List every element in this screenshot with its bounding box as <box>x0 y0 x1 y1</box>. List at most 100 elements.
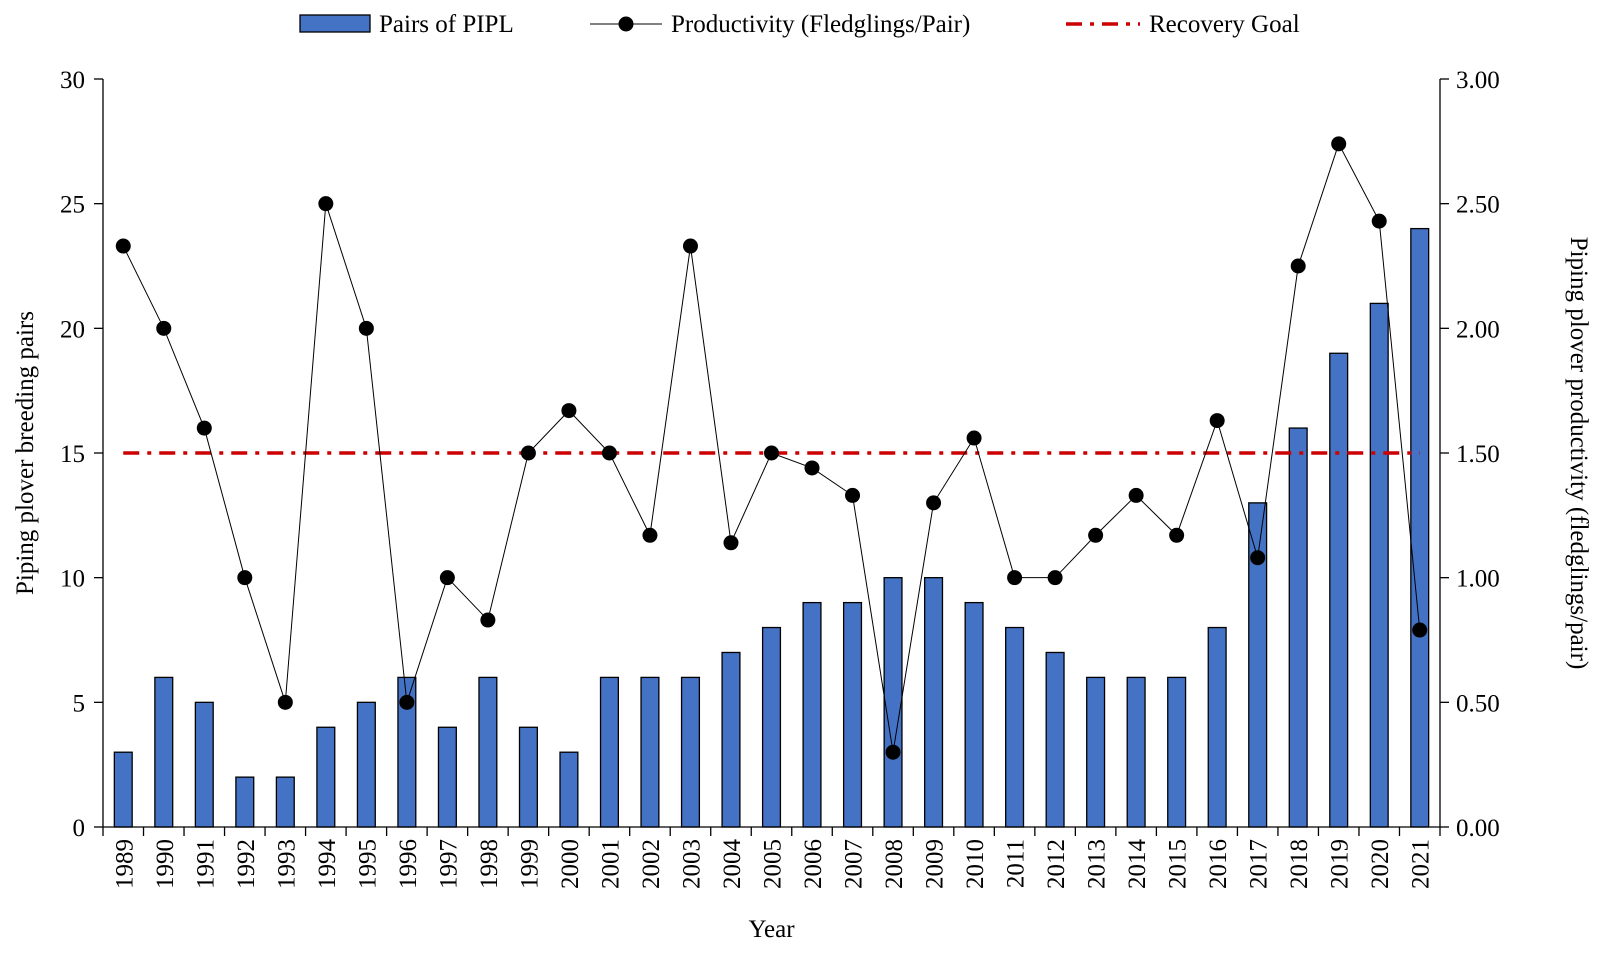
bar-2015 <box>1167 676 1187 828</box>
x-tick-label-1993: 1993 <box>273 839 300 889</box>
x-tick-label-2008: 2008 <box>881 839 908 889</box>
productivity-point-1992 <box>237 570 253 586</box>
x-tick-label-1990: 1990 <box>152 839 179 889</box>
x-tick-label-1991: 1991 <box>192 839 219 889</box>
legend-swatch-pairs <box>299 14 371 33</box>
right-tick-label-2.50: 2.50 <box>1456 192 1500 219</box>
productivity-point-2012 <box>1047 570 1063 586</box>
x-axis-title: Year <box>748 916 795 943</box>
productivity-point-2019 <box>1331 136 1347 152</box>
right-tick-label-1.00: 1.00 <box>1456 566 1500 593</box>
productivity-point-1999 <box>520 445 536 461</box>
bar-2008 <box>883 577 903 828</box>
bar-2016 <box>1207 626 1227 828</box>
productivity-point-1991 <box>196 420 212 436</box>
x-tick-label-2014: 2014 <box>1124 839 1151 890</box>
right-tick-label-2.00: 2.00 <box>1456 316 1500 343</box>
productivity-point-2008 <box>885 744 901 760</box>
productivity-point-1997 <box>439 570 455 586</box>
x-tick-label-2019: 2019 <box>1327 839 1354 889</box>
x-tick-label-2004: 2004 <box>719 839 746 890</box>
productivity-series <box>115 136 1428 760</box>
productivity-point-1993 <box>277 694 293 710</box>
bar-1997 <box>437 726 457 828</box>
bar-2004 <box>721 651 741 828</box>
legend-label-goal: Recovery Goal <box>1149 11 1300 38</box>
productivity-point-1994 <box>318 196 334 212</box>
legend: Pairs of PIPL Productivity (Fledglings/Pa… <box>299 11 1300 38</box>
left-tick-label-0: 0 <box>73 815 86 842</box>
x-tick-label-1992: 1992 <box>233 839 260 889</box>
bar-2000 <box>559 751 579 828</box>
productivity-point-2018 <box>1290 258 1306 274</box>
bar-2007 <box>842 601 863 828</box>
x-tick-label-2016: 2016 <box>1205 839 1232 889</box>
productivity-point-2002 <box>642 527 658 543</box>
productivity-point-2015 <box>1169 527 1185 543</box>
x-tick-label-2011: 2011 <box>1003 839 1030 888</box>
bar-2018 <box>1288 427 1308 828</box>
right-tick-label-1.50: 1.50 <box>1456 441 1500 468</box>
productivity-point-2004 <box>723 535 739 551</box>
x-tick-label-2017: 2017 <box>1246 839 1273 889</box>
bar-2003 <box>680 676 701 828</box>
x-tick-label-2018: 2018 <box>1286 839 1313 889</box>
legend-swatch-productivity-marker <box>618 16 634 32</box>
bar-1994 <box>316 726 336 828</box>
x-tick-label-2010: 2010 <box>962 839 989 889</box>
left-axis-title: Piping plover breeding pairs <box>12 311 39 595</box>
x-tick-label-2015: 2015 <box>1165 839 1192 889</box>
productivity-point-2013 <box>1088 527 1104 543</box>
bar-1989 <box>113 751 133 828</box>
x-tick-label-1996: 1996 <box>395 839 422 889</box>
left-tick-label-10: 10 <box>60 566 85 593</box>
x-tick-label-2021: 2021 <box>1408 839 1435 889</box>
x-tick-label-1997: 1997 <box>435 839 462 889</box>
bar-2001 <box>599 676 620 828</box>
productivity-point-2011 <box>1007 570 1023 586</box>
axes: 0 5 10 15 20 25 30 0.00 0.50 1.00 1.50 2.00 2.50 3.00… <box>12 67 1592 943</box>
productivity-point-2014 <box>1128 487 1144 503</box>
left-tick-label-30: 30 <box>60 67 85 94</box>
productivity-point-2005 <box>764 445 779 461</box>
bar-2021 <box>1410 227 1430 828</box>
x-tick-label-2020: 2020 <box>1367 839 1394 889</box>
productivity-point-2020 <box>1371 213 1387 229</box>
left-tick-label-25: 25 <box>60 192 85 219</box>
bar-1995 <box>356 701 376 828</box>
x-tick-label-1989: 1989 <box>111 839 138 889</box>
x-tick-label-1999: 1999 <box>516 839 543 889</box>
x-tick-label-2005: 2005 <box>760 839 787 889</box>
x-tick-label-2006: 2006 <box>800 839 827 889</box>
bar-2013 <box>1086 676 1106 828</box>
left-tick-label-5: 5 <box>73 690 86 717</box>
bar-2006 <box>802 601 822 828</box>
x-tick-label-2007: 2007 <box>841 839 868 889</box>
left-tick-label-15: 15 <box>60 441 85 468</box>
bar-1999 <box>518 726 538 828</box>
x-tick-label-2001: 2001 <box>597 839 624 889</box>
productivity-point-2016 <box>1209 413 1225 429</box>
productivity-point-2017 <box>1250 550 1266 566</box>
productivity-point-1995 <box>358 320 374 336</box>
productivity-point-2006 <box>804 460 820 476</box>
productivity-point-2003 <box>682 238 698 254</box>
productivity-point-2001 <box>601 445 617 461</box>
bar-series <box>113 227 1430 828</box>
bar-1992 <box>235 776 255 828</box>
bar-2020 <box>1369 302 1389 828</box>
productivity-point-1998 <box>480 612 496 628</box>
right-tick-label-3.00: 3.00 <box>1456 67 1500 94</box>
productivity-point-1989 <box>115 238 131 254</box>
productivity-point-2010 <box>966 430 982 446</box>
right-tick-label-0.50: 0.50 <box>1456 690 1500 717</box>
bar-2009 <box>924 577 944 828</box>
x-tick-label-2012: 2012 <box>1043 839 1070 889</box>
bar-2012 <box>1045 651 1065 828</box>
productivity-point-1990 <box>156 320 172 336</box>
x-tick-label-2013: 2013 <box>1084 839 1111 889</box>
legend-label-pairs: Pairs of PIPL <box>379 11 514 38</box>
productivity-point-1996 <box>399 694 415 710</box>
